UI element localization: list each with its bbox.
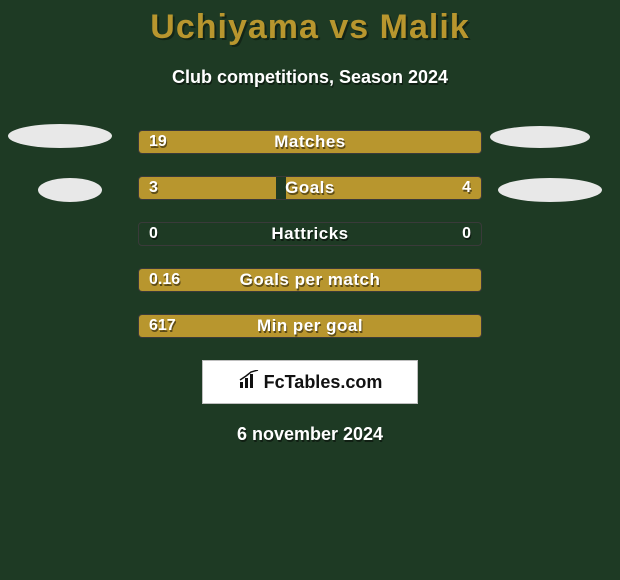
bar-label: Hattricks — [139, 223, 481, 245]
decor-ellipse — [38, 178, 102, 202]
stats-bars: 19Matches 34Goals 00Hattricks 0.16Goals per… — [138, 130, 482, 338]
stat-row: 0.16Goals per match — [138, 268, 482, 292]
stat-row: 617Min per goal — [138, 314, 482, 338]
stat-row: 34Goals — [138, 176, 482, 200]
subtitle: Club competitions, Season 2024 — [0, 67, 620, 88]
stat-row: 19Matches — [138, 130, 482, 154]
decor-ellipse — [490, 126, 590, 148]
date-label: 6 november 2024 — [0, 424, 620, 445]
bar-label: Goals per match — [139, 269, 481, 291]
brand-badge: FcTables.com — [202, 360, 418, 404]
bar-label: Matches — [139, 131, 481, 153]
brand-text: FcTables.com — [264, 372, 383, 393]
decor-ellipse — [498, 178, 602, 202]
bar-label: Goals — [139, 177, 481, 199]
page-title: Uchiyama vs Malik — [0, 0, 620, 47]
bar-label: Min per goal — [139, 315, 481, 337]
decor-ellipse — [8, 124, 112, 148]
stat-row: 00Hattricks — [138, 222, 482, 246]
chart-icon — [238, 370, 260, 395]
